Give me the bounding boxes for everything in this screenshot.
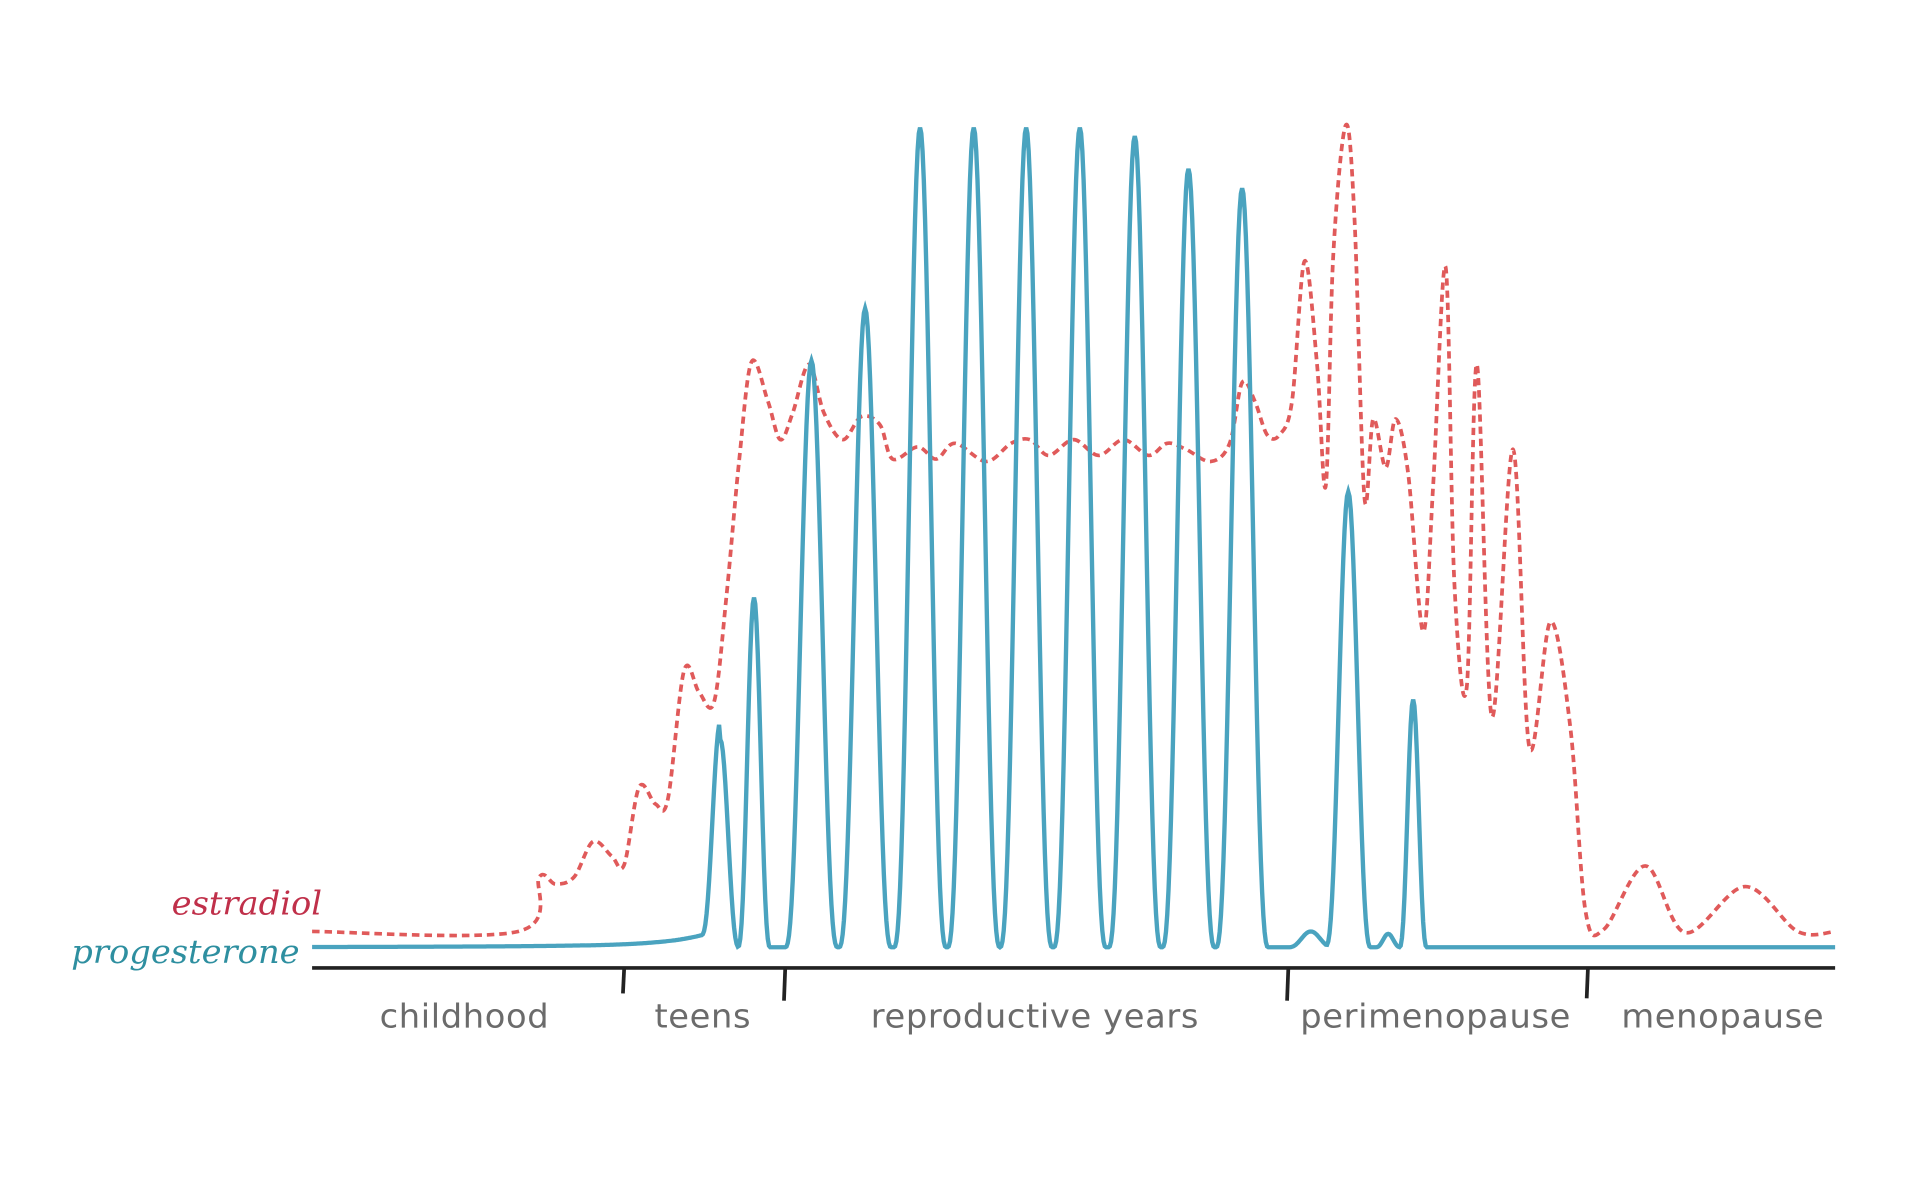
estradiol-curve [312, 122, 1836, 938]
divider [621, 967, 627, 994]
stage-label: perimenopause [1300, 997, 1571, 1035]
divider [782, 967, 788, 1001]
stage-label: menopause [1621, 997, 1824, 1035]
divider [1285, 967, 1291, 1001]
divider [1584, 967, 1590, 999]
progesterone-curve [312, 127, 1836, 950]
legend-progesterone: progesterone [71, 932, 299, 970]
stage-label: reproductive years [871, 997, 1199, 1035]
stage-label: teens [654, 997, 751, 1035]
stage-dividers [621, 967, 1590, 1001]
stage-label: childhood [380, 997, 550, 1035]
legend-estradiol: estradiol [172, 884, 322, 922]
